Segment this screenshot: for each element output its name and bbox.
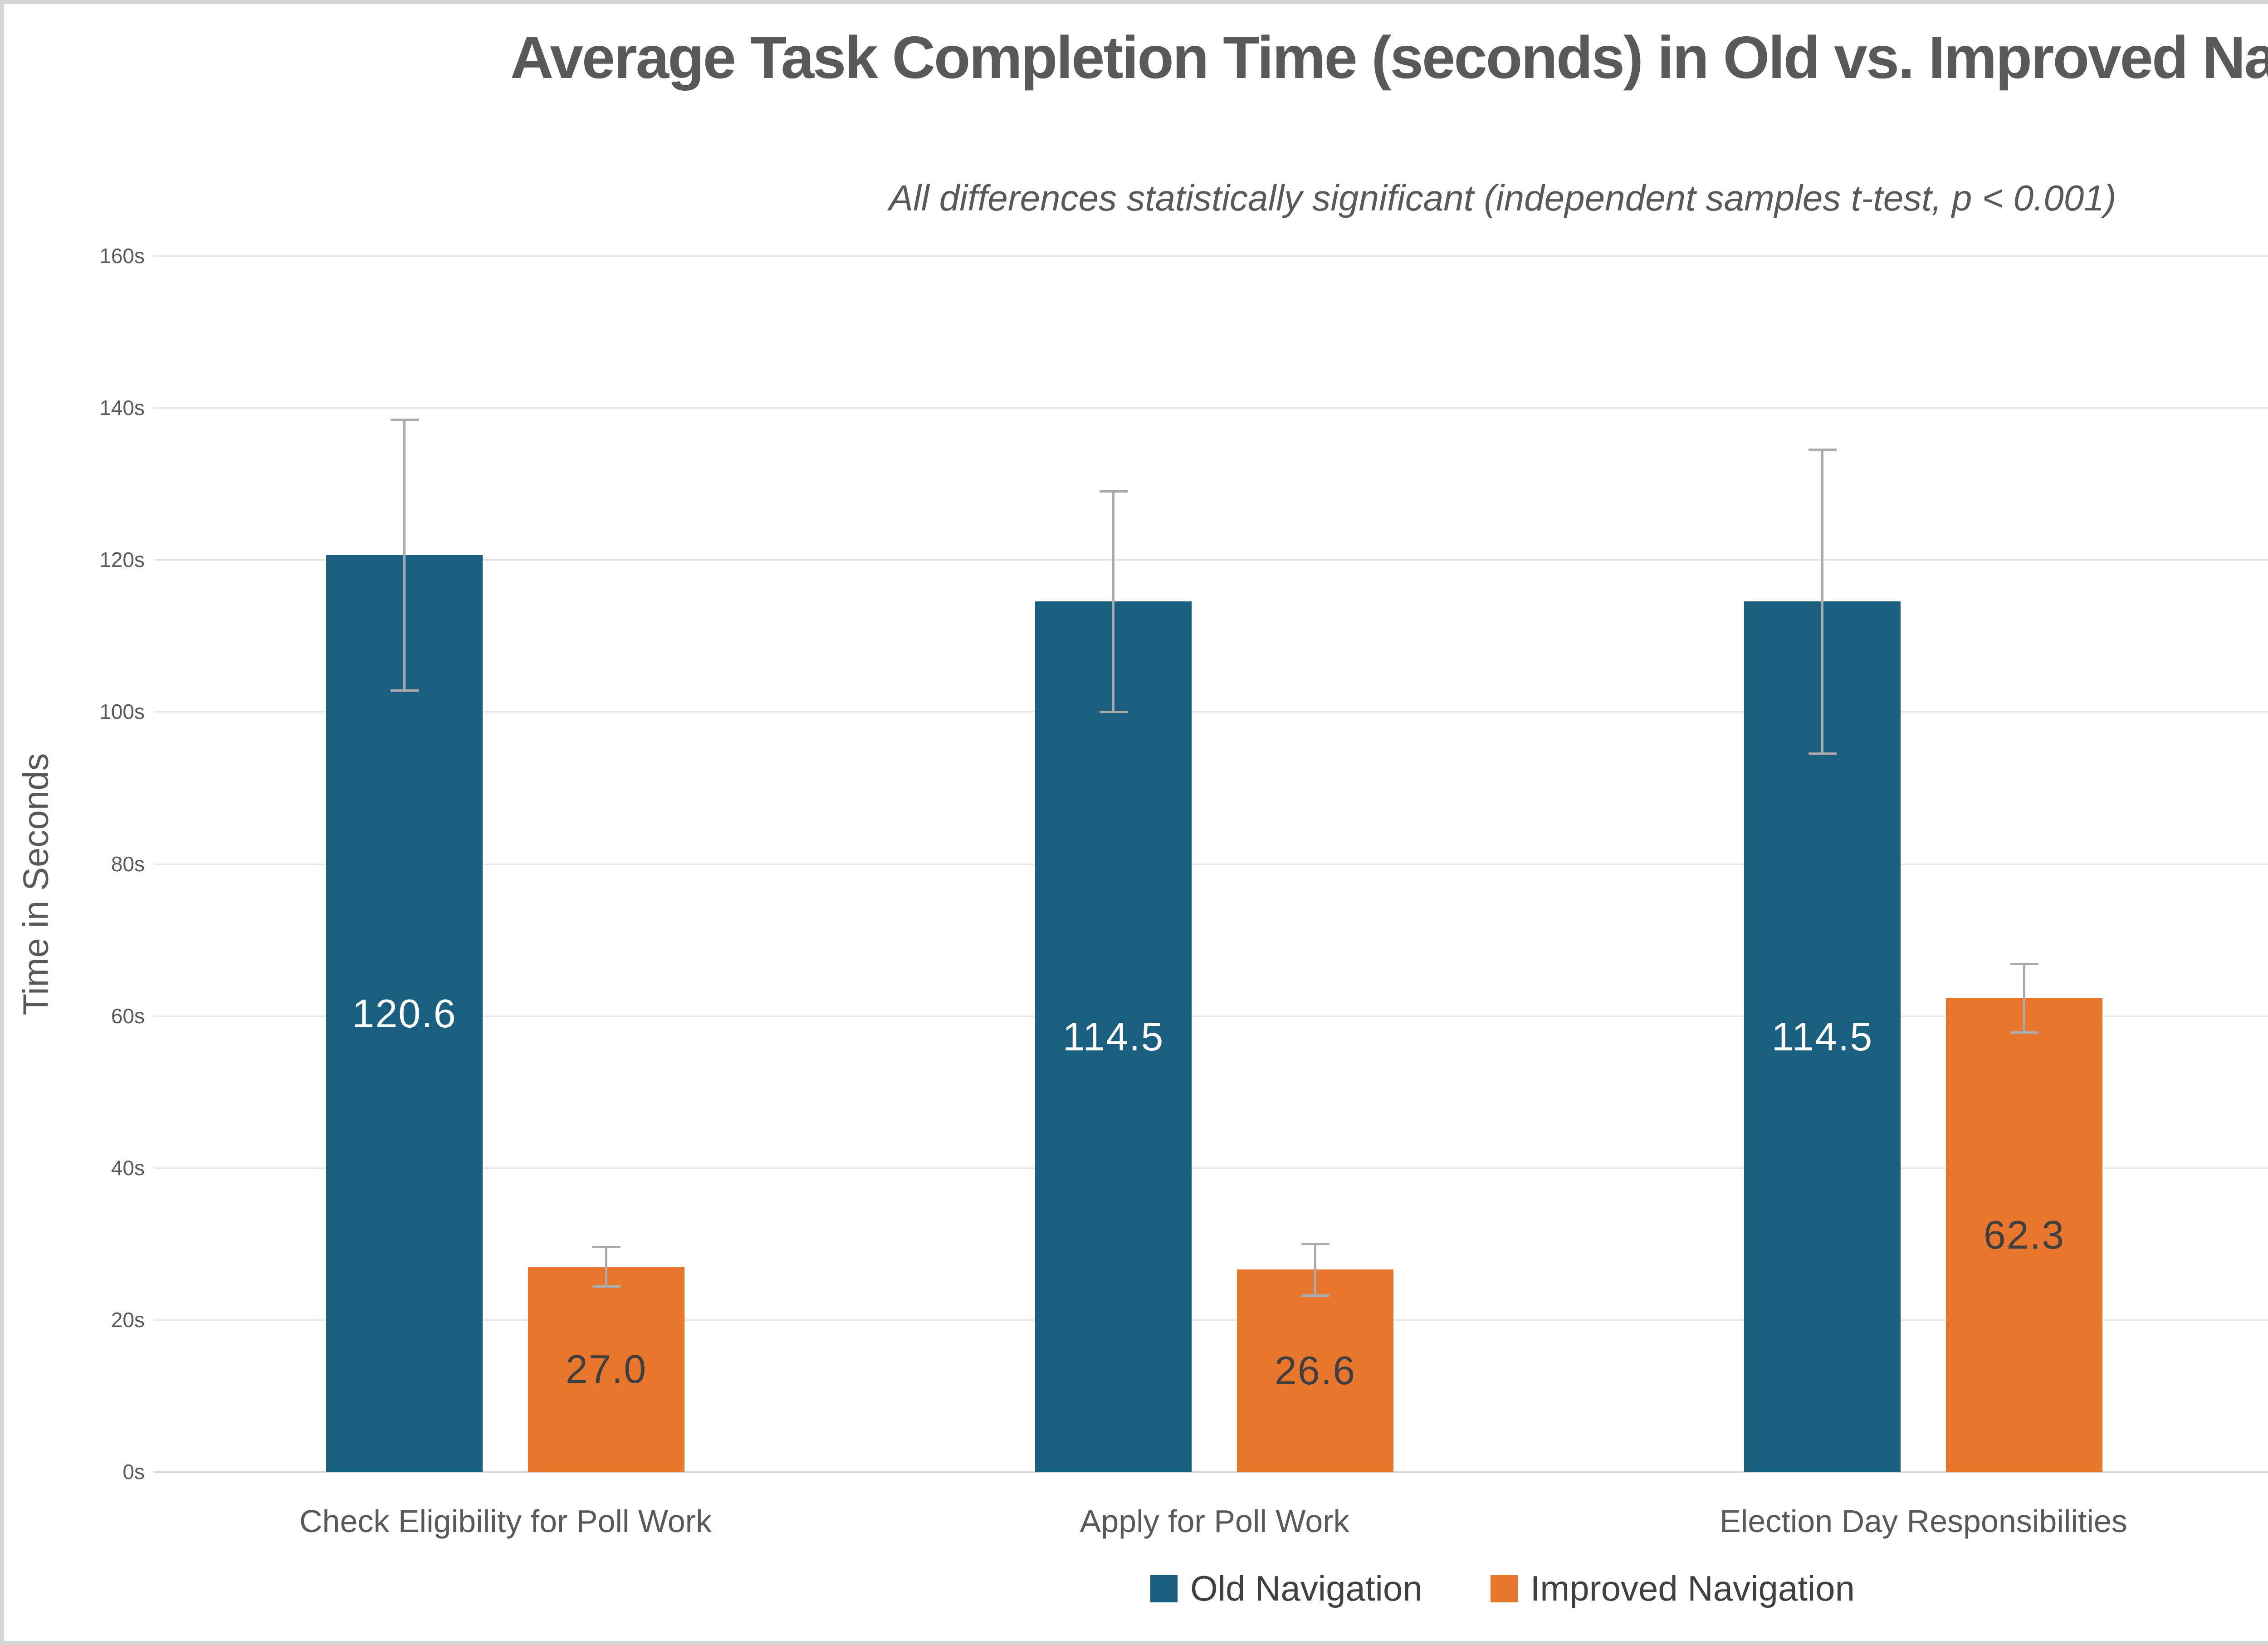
error-bar-cap-bottom	[1808, 752, 1837, 755]
gridline-40s	[154, 1167, 2268, 1169]
error-bar-cap-top	[2010, 963, 2038, 966]
bar-value-label: 114.5	[1062, 1014, 1164, 1059]
bar-improved-navigation-group-2: 62.3	[1946, 998, 2102, 1472]
y-axis-title: Time in Seconds	[15, 753, 56, 1015]
error-bar-cap-top	[1301, 1242, 1330, 1245]
error-bar-line	[1314, 1244, 1316, 1296]
bar-improved-navigation-group-1: 26.6	[1237, 1269, 1393, 1472]
bar-improved-navigation-group-0: 27.0	[528, 1266, 684, 1472]
y-tick-label-60s: 60s	[111, 1004, 145, 1028]
error-bar-cap-top	[390, 419, 419, 421]
error-bar-line	[2023, 964, 2025, 1033]
bar-value-label: 26.6	[1274, 1348, 1356, 1393]
y-tick-label-20s: 20s	[111, 1308, 145, 1332]
y-tick-label-120s: 120s	[99, 548, 145, 572]
gridline-160s	[154, 255, 2268, 257]
x-axis-category-label-1: Apply for Poll Work	[1080, 1503, 1349, 1539]
gridline-20s	[154, 1319, 2268, 1321]
error-bar-line	[1821, 449, 1823, 754]
error-bar-cap-bottom	[390, 689, 419, 692]
bar-value-label: 120.6	[352, 991, 457, 1036]
gridline-120s	[154, 559, 2268, 561]
legend: Old Navigation Improved Navigation	[4, 1568, 2268, 1609]
y-tick-label-100s: 100s	[99, 700, 145, 724]
error-bar-cap-bottom	[1099, 710, 1128, 713]
bar-value-label: 27.0	[565, 1346, 647, 1391]
error-bar-cap-bottom	[592, 1285, 621, 1288]
y-tick-label-80s: 80s	[111, 852, 145, 876]
legend-item-old-navigation: Old Navigation	[1150, 1568, 1422, 1609]
y-tick-label-0s: 0s	[122, 1460, 145, 1484]
bar-old-navigation-group-1: 114.5	[1035, 601, 1192, 1472]
legend-item-improved-navigation: Improved Navigation	[1490, 1568, 1855, 1609]
chart-title: Average Task Completion Time (seconds) i…	[510, 24, 2268, 91]
legend-label-improved-navigation: Improved Navigation	[1530, 1568, 1855, 1608]
error-bar-cap-top	[1808, 448, 1837, 451]
error-bar-line	[605, 1247, 607, 1287]
x-axis-category-label-2: Election Day Responsibilities	[1720, 1503, 2127, 1539]
bar-value-label: 114.5	[1771, 1014, 1873, 1059]
legend-swatch-old-navigation	[1150, 1575, 1178, 1602]
y-tick-label-160s: 160s	[99, 244, 145, 268]
gridline-140s	[154, 407, 2268, 409]
bar-value-label: 62.3	[1983, 1212, 2065, 1258]
y-tick-label-140s: 140s	[99, 396, 145, 420]
gridline-80s	[154, 863, 2268, 865]
error-bar-cap-top	[592, 1245, 621, 1248]
error-bar-cap-top	[1099, 490, 1128, 493]
error-bar-cap-bottom	[2010, 1031, 2038, 1034]
chart-subtitle: All differences statistically significan…	[889, 178, 2116, 218]
error-bar-line	[403, 420, 406, 691]
gridline-60s	[154, 1015, 2268, 1017]
bar-old-navigation-group-0: 120.6	[326, 555, 483, 1472]
legend-swatch-improved-navigation	[1490, 1575, 1518, 1602]
y-tick-label-40s: 40s	[111, 1156, 145, 1180]
error-bar-line	[1112, 491, 1114, 712]
x-axis-line	[154, 1471, 2268, 1473]
gridline-100s	[154, 711, 2268, 713]
error-bar-cap-bottom	[1301, 1294, 1330, 1297]
x-axis-category-label-0: Check Eligibility for Poll Work	[299, 1503, 712, 1539]
legend-label-old-navigation: Old Navigation	[1190, 1568, 1422, 1608]
